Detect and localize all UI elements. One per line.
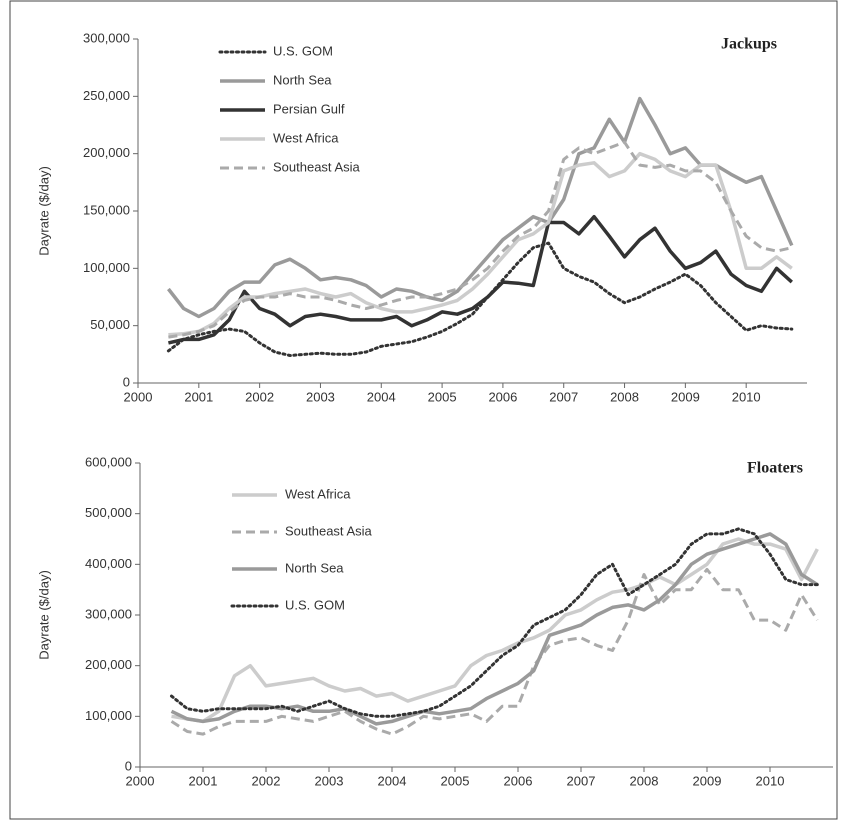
series-line <box>170 527 819 718</box>
series-line <box>167 96 794 319</box>
chart-title: Jackups <box>721 36 777 53</box>
series-line <box>171 537 819 724</box>
x-tick-label: 2010 <box>756 773 785 788</box>
y-axis-label: Dayrate ($/day) <box>36 570 51 660</box>
x-tick-label: 2006 <box>488 389 517 404</box>
x-tick-label: 2001 <box>184 389 213 404</box>
y-tick-label: 500,000 <box>85 505 132 520</box>
legend-label: North Sea <box>273 72 332 87</box>
y-tick-label: 0 <box>125 758 132 773</box>
series-line <box>168 140 793 339</box>
y-tick-label: 200,000 <box>85 657 132 672</box>
x-tick-label: 2004 <box>378 773 407 788</box>
x-tick-label: 2009 <box>671 389 700 404</box>
x-tick-label: 2008 <box>610 389 639 404</box>
y-tick-label: 400,000 <box>85 556 132 571</box>
y-tick-label: 300,000 <box>83 30 130 45</box>
x-tick-label: 2000 <box>126 773 155 788</box>
y-tick-label: 100,000 <box>85 708 132 723</box>
y-tick-label: 0 <box>123 374 130 389</box>
x-tick-label: 2010 <box>732 389 761 404</box>
frame <box>9 0 838 820</box>
series-line <box>166 241 794 357</box>
y-tick-label: 100,000 <box>83 260 130 275</box>
y-tick-label: 50,000 <box>90 317 130 332</box>
x-tick-label: 2003 <box>306 389 335 404</box>
y-axis-label: Dayrate ($/day) <box>36 166 51 256</box>
x-tick-label: 2007 <box>567 773 596 788</box>
x-tick-label: 2007 <box>549 389 578 404</box>
series-line <box>168 214 793 345</box>
x-tick-label: 2006 <box>504 773 533 788</box>
x-tick-label: 2001 <box>189 773 218 788</box>
x-tick-label: 2005 <box>428 389 457 404</box>
y-tick-label: 250,000 <box>83 88 130 103</box>
legend-label: West Africa <box>273 130 339 145</box>
y-tick-label: 600,000 <box>85 454 132 469</box>
x-tick-label: 2003 <box>315 773 344 788</box>
legend-label: West Africa <box>285 486 351 501</box>
legend-label: Southeast Asia <box>285 523 372 538</box>
chart-title: Floaters <box>747 460 803 477</box>
y-tick-label: 300,000 <box>85 606 132 621</box>
x-tick-label: 2005 <box>441 773 470 788</box>
x-tick-label: 2008 <box>630 773 659 788</box>
series-line <box>168 151 793 337</box>
x-tick-label: 2000 <box>124 389 153 404</box>
y-tick-label: 150,000 <box>83 202 130 217</box>
series-line <box>170 532 819 726</box>
x-tick-label: 2009 <box>693 773 722 788</box>
legend-label: Southeast Asia <box>273 159 360 174</box>
series-line <box>170 567 819 736</box>
legend-label: North Sea <box>285 560 344 575</box>
x-tick-label: 2002 <box>245 389 274 404</box>
x-tick-label: 2004 <box>367 389 396 404</box>
legend-label: Persian Gulf <box>273 101 345 116</box>
legend-label: U.S. GOM <box>273 43 333 58</box>
legend-label: U.S. GOM <box>285 597 345 612</box>
x-tick-label: 2002 <box>252 773 281 788</box>
y-tick-label: 200,000 <box>83 145 130 160</box>
